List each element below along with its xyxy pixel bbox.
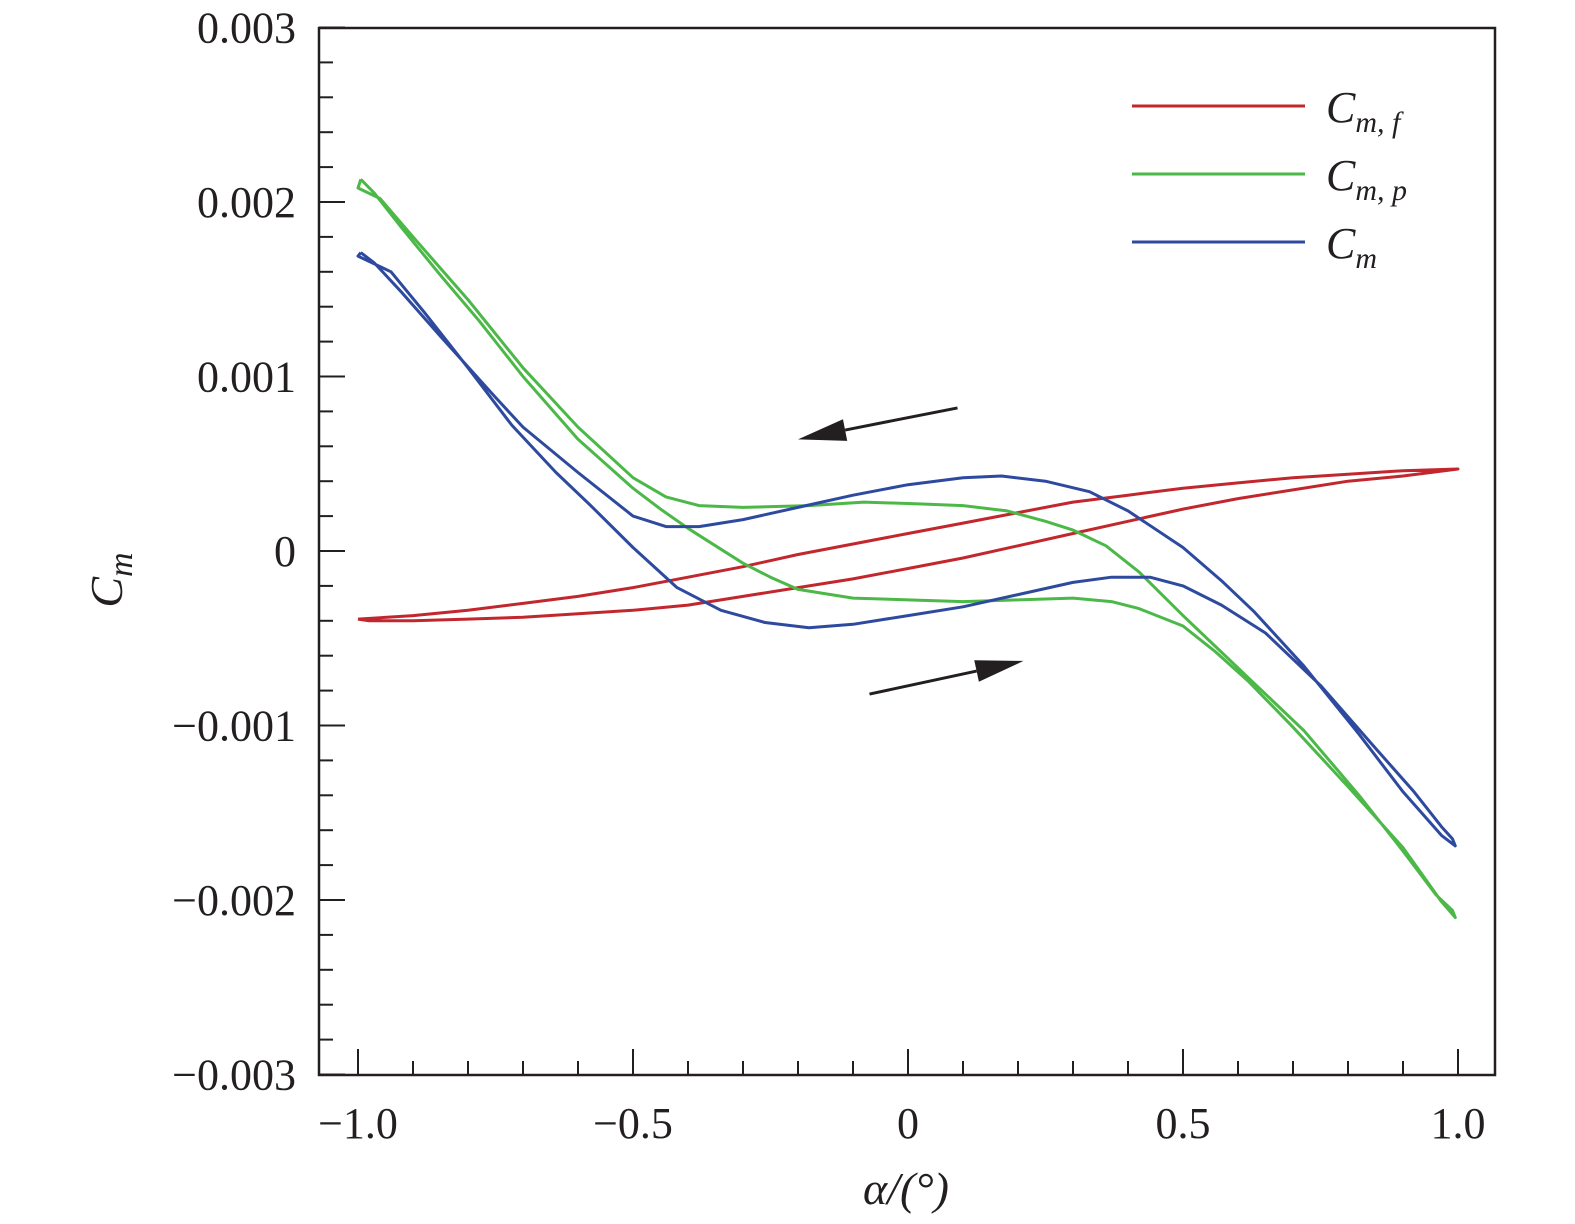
y-axis-label-text: Cm <box>81 552 140 607</box>
legend-subscript: m <box>1355 242 1377 275</box>
x-axis-label: α/(°) <box>863 1163 949 1214</box>
y-tick-label: 0.003 <box>197 4 296 53</box>
plot-border <box>317 26 1497 1077</box>
plot-frame <box>317 26 1497 1077</box>
legend-main: C <box>1326 151 1356 200</box>
y-tick-label: −0.002 <box>172 876 296 925</box>
legend: Cm, fCm, pCm <box>1132 83 1407 275</box>
direction-arrow-shaft <box>869 669 977 696</box>
tick-labels: −1.0 −0.5 0 0.5 1.0 −0.003 −0.002 −0.001 0 0.001 0… <box>172 4 1485 1149</box>
legend-main: C <box>1326 219 1356 268</box>
direction-arrow-head <box>798 419 848 441</box>
y-tick-label: 0.002 <box>197 178 296 227</box>
y-axis-label: Cm <box>81 552 140 607</box>
series-cm-p-line <box>356 178 1457 919</box>
direction-arrow-shaft <box>844 406 958 432</box>
legend-main: C <box>1326 83 1356 132</box>
axis-ticks <box>319 26 1459 1076</box>
direction-arrow-head <box>974 660 1024 682</box>
y-tick-label: −0.001 <box>172 702 296 751</box>
y-tick-label: 0.001 <box>197 353 296 402</box>
legend-subscript: m, f <box>1355 106 1404 139</box>
legend-label: Cm, f <box>1326 83 1404 139</box>
x-tick-label: −1.0 <box>318 1099 398 1148</box>
legend-label: Cm, p <box>1326 151 1407 207</box>
legend-label: Cm <box>1326 219 1377 275</box>
y-tick-label: −0.003 <box>172 1051 296 1100</box>
series-cm-f-line <box>357 467 1460 623</box>
y-tick-label: 0 <box>274 527 296 576</box>
data-series <box>356 178 1460 919</box>
x-tick-label: 1.0 <box>1431 1099 1486 1148</box>
series-cm-line <box>356 251 1457 848</box>
legend-subscript: m, p <box>1355 174 1407 207</box>
x-tick-label: 0.5 <box>1156 1099 1211 1148</box>
y-axis-label-subscript: m <box>103 552 140 577</box>
x-tick-label: 0 <box>897 1099 919 1148</box>
direction-arrows <box>798 406 1024 696</box>
x-tick-label: −0.5 <box>593 1099 673 1148</box>
y-axis-label-main: C <box>81 576 132 608</box>
